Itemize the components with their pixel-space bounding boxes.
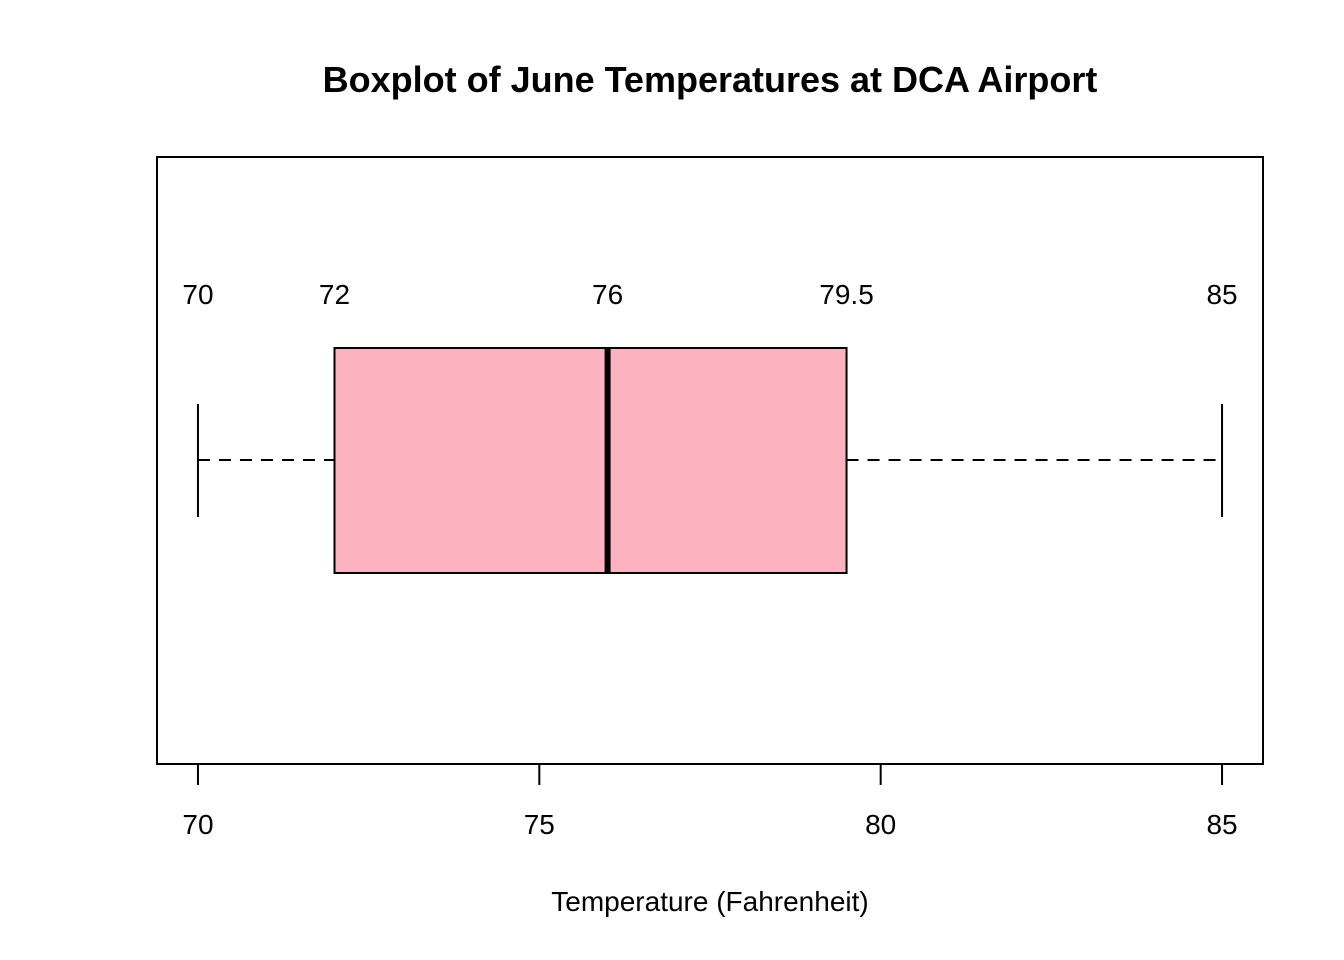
stat-value-label: 76: [592, 279, 623, 310]
stat-value-label: 85: [1206, 279, 1237, 310]
box-and-whiskers: [196, 347, 1224, 574]
chart-title: Boxplot of June Temperatures at DCA Airp…: [323, 59, 1098, 100]
stat-value-label: 79.5: [819, 279, 874, 310]
x-axis-label: Temperature (Fahrenheit): [551, 886, 868, 917]
x-tick-label: 85: [1206, 809, 1237, 840]
x-tick-label: 75: [524, 809, 555, 840]
stat-value-label: 70: [182, 279, 213, 310]
x-tick-label: 80: [865, 809, 896, 840]
x-axis: 70 75 80 85: [182, 763, 1238, 840]
x-tick-label: 70: [182, 809, 213, 840]
stat-labels: 70 72 76 79.5 85: [182, 279, 1237, 310]
iqr-box: [333, 347, 848, 574]
stat-value-label: 72: [319, 279, 350, 310]
